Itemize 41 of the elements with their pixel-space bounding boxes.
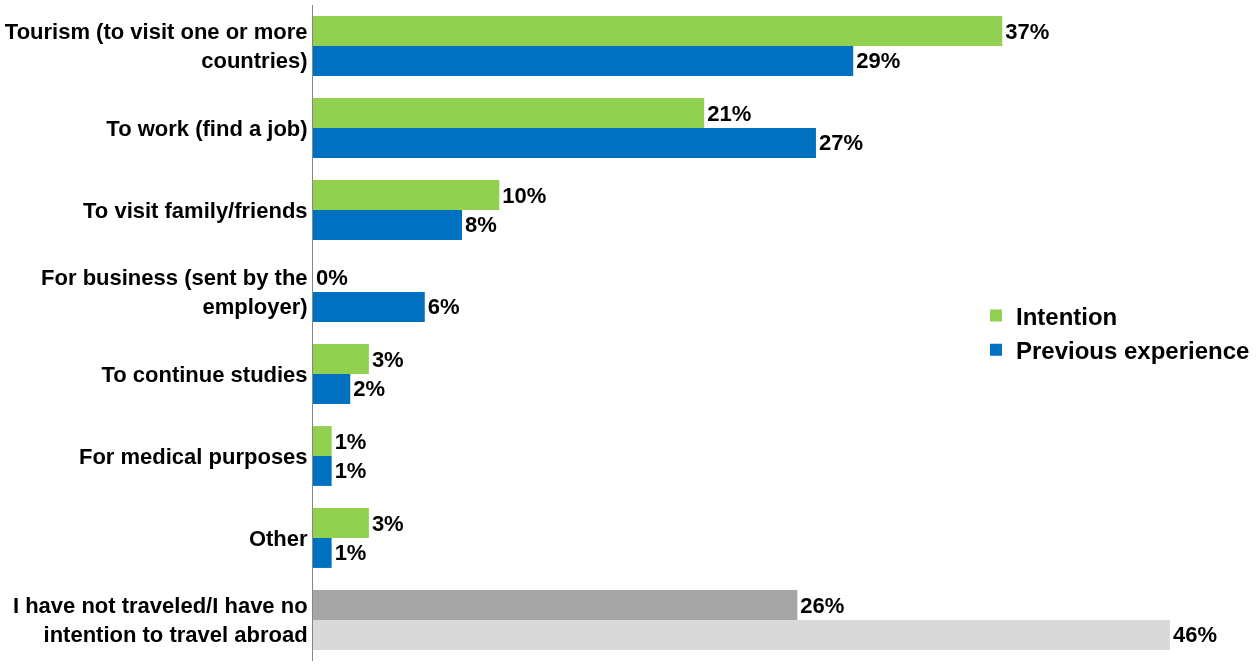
y-tick-label: To work (find a job) — [106, 115, 308, 141]
y-tick-label: For business (sent by the employer) — [41, 265, 308, 319]
y-tick-label: Tourism (to visit one or more countries) — [4, 19, 308, 73]
bar — [313, 374, 351, 404]
bar — [313, 180, 500, 210]
data-label: 37% — [1005, 18, 1050, 44]
legend-label: Intention — [1015, 302, 1118, 330]
bar — [313, 16, 1003, 46]
bar — [313, 508, 369, 538]
data-label: 6% — [427, 294, 460, 320]
y-tick-label: For medical purposes — [78, 443, 308, 469]
bar — [313, 426, 332, 456]
bar — [313, 538, 332, 568]
data-label: 0% — [316, 264, 348, 290]
bar — [313, 620, 1170, 650]
data-label: 10% — [502, 182, 547, 208]
bar — [313, 292, 425, 322]
bar — [313, 98, 705, 128]
y-tick-label: I have not traveled/I have no intention to travel abroad — [12, 593, 308, 647]
data-label: 21% — [707, 100, 752, 126]
data-label: 26% — [800, 592, 845, 618]
data-label: 29% — [856, 48, 901, 74]
data-label: 46% — [1172, 622, 1217, 648]
y-tick-label: Other — [248, 525, 309, 551]
data-label: 3% — [371, 346, 404, 372]
y-tick-label: To visit family/friends — [83, 197, 308, 223]
bar — [313, 456, 332, 486]
bar — [313, 128, 816, 158]
data-label: 3% — [371, 510, 404, 536]
bar — [313, 590, 798, 620]
legend-label: Previous experience — [1015, 337, 1250, 365]
data-label: 1% — [334, 540, 367, 566]
data-label: 8% — [465, 212, 497, 238]
data-label: 2% — [353, 376, 386, 402]
data-label: 1% — [334, 458, 367, 484]
bar — [313, 46, 854, 76]
data-label: 1% — [334, 428, 367, 454]
bar — [313, 210, 463, 240]
data-label: 27% — [818, 130, 864, 156]
bar — [313, 344, 369, 374]
y-tick-label: To continue studies — [101, 361, 308, 387]
